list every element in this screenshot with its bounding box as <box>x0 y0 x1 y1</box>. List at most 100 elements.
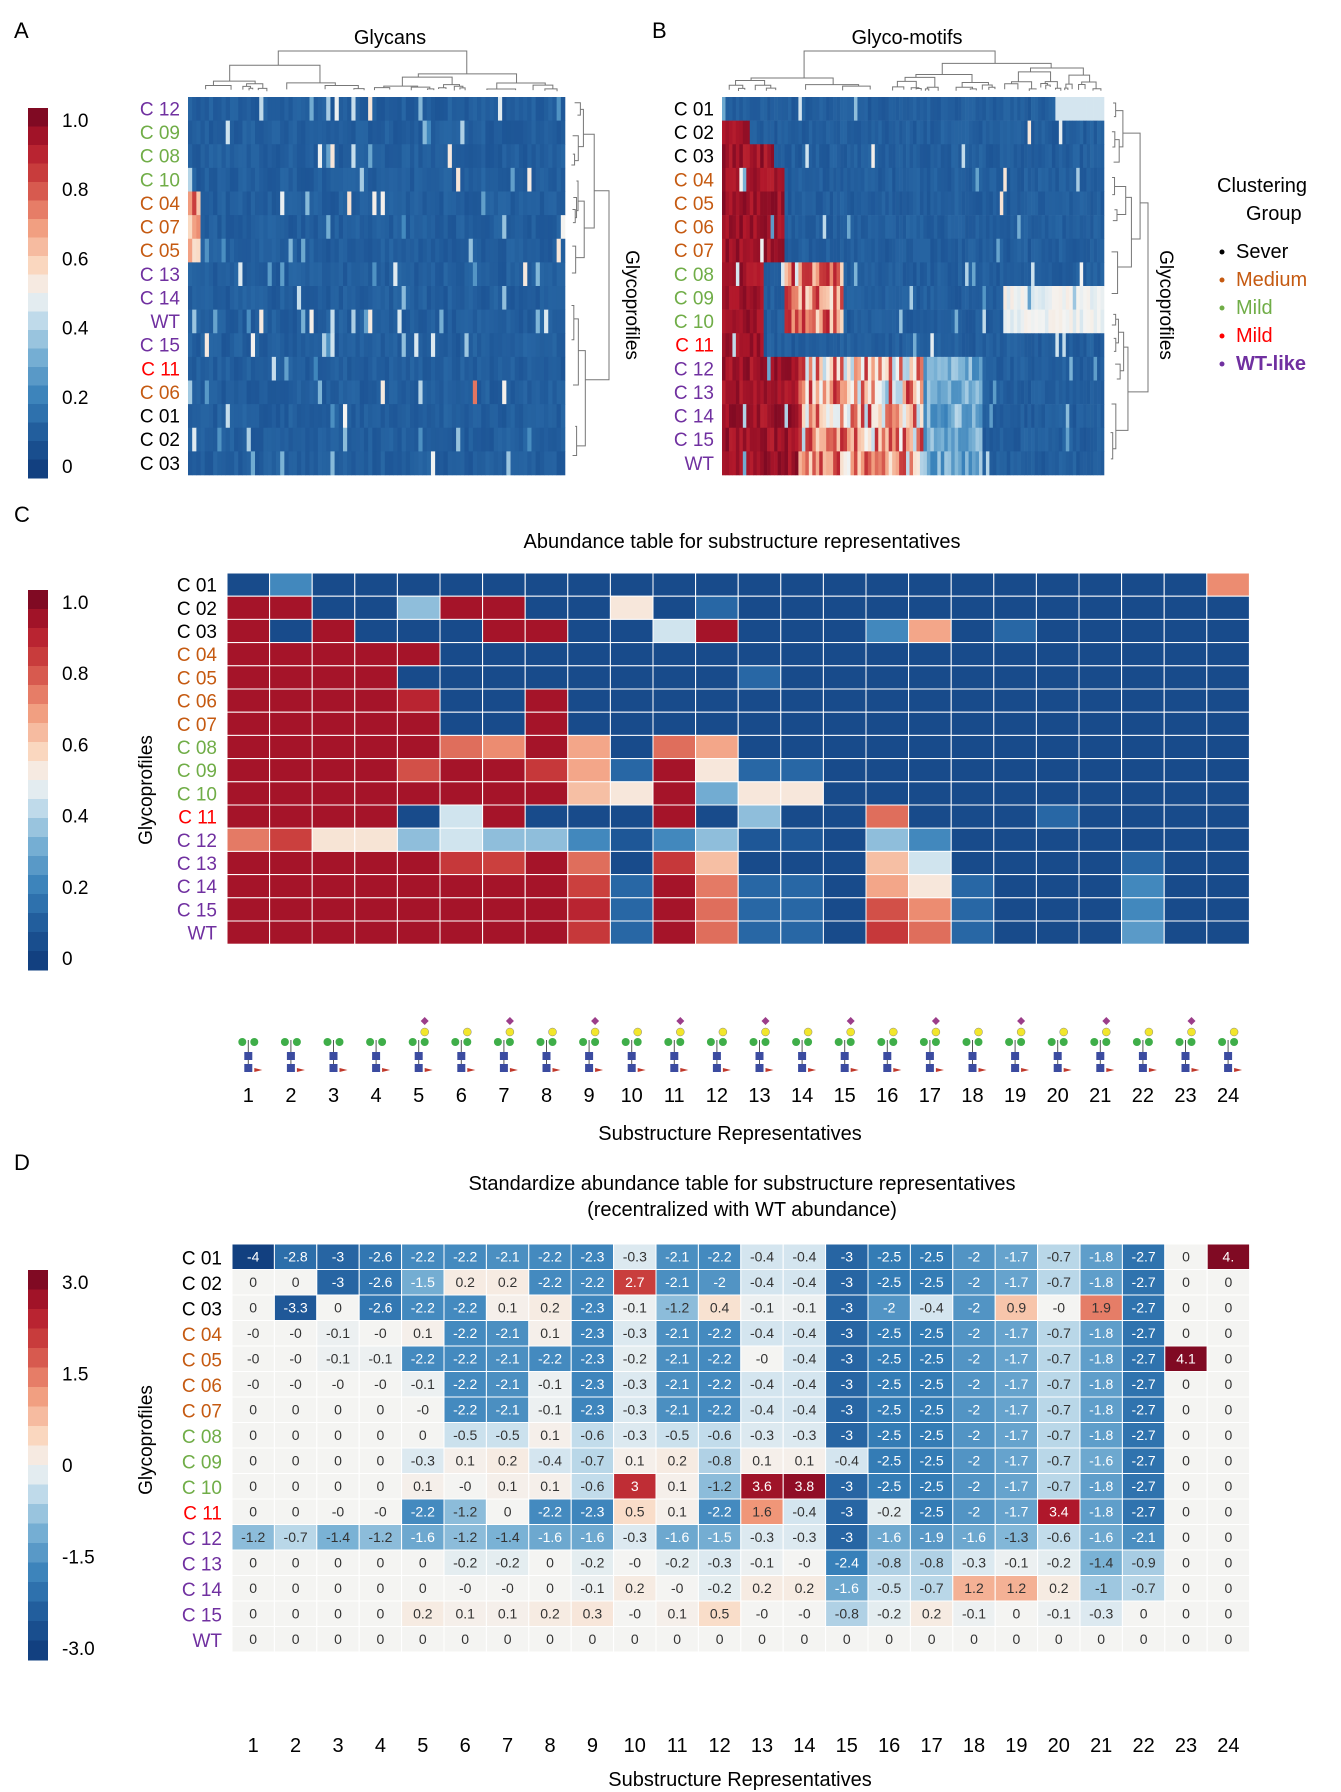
panel-c-cell <box>1206 850 1250 876</box>
panel-b-cell <box>992 97 997 121</box>
panel-b-cell <box>853 356 858 381</box>
panel-a-cell <box>255 286 260 310</box>
panel-a-cell <box>426 404 432 429</box>
panel-a-cell <box>305 238 310 263</box>
panel-a-cell <box>447 215 453 240</box>
panel-a-cell <box>472 427 478 452</box>
panel-d-cell <box>909 1626 954 1653</box>
panel-b-cell <box>1017 356 1021 381</box>
panel-a-cell <box>213 380 218 405</box>
panel-b-cell <box>753 404 758 429</box>
panel-a-cell <box>510 404 516 429</box>
panel-b-cell <box>728 380 733 405</box>
panel-b-cell <box>760 451 764 476</box>
panel-b-cell <box>878 451 883 476</box>
panel-b-cell <box>867 97 872 121</box>
panel-c-cell <box>1078 874 1123 899</box>
panel-a-cell <box>284 191 289 216</box>
panel-a-colorbar-step <box>28 459 48 479</box>
panel-b-cell <box>892 404 896 429</box>
panel-b-cell <box>722 333 726 358</box>
panel-d-cell <box>613 1320 657 1347</box>
panel-a-cell <box>422 286 428 310</box>
panel-b-cell <box>763 262 768 287</box>
panel-a-cell <box>200 309 206 334</box>
panel-d-cell <box>909 1371 954 1398</box>
panel-b-cell <box>836 404 841 429</box>
panel-c-cell <box>822 572 867 597</box>
panel-a-cell <box>208 451 214 476</box>
panel-b-cell <box>937 215 942 240</box>
glycan-fucose <box>1021 1068 1030 1072</box>
panel-b-cell <box>867 120 872 145</box>
panel-a-cell <box>342 97 348 121</box>
panel-c-cell <box>695 572 739 597</box>
panel-b-cell <box>902 404 907 429</box>
panel-a-cell <box>234 427 239 452</box>
dendrogram-branch <box>1111 313 1117 326</box>
glycan-icon <box>834 1017 859 1072</box>
panel-b-cell <box>763 120 768 145</box>
panel-d-value-label: -3 <box>841 1299 854 1315</box>
panel-d-cell <box>825 1320 869 1347</box>
panel-b-cell <box>819 427 824 452</box>
panel-a-cell <box>342 380 348 405</box>
panel-a-cell <box>263 120 268 145</box>
panel-b-cell <box>1065 380 1070 405</box>
panel-a-cell <box>544 120 549 145</box>
panel-b-cell <box>881 262 886 287</box>
panel-b-cell <box>1020 120 1025 145</box>
panel-b-cell <box>947 167 952 192</box>
panel-b-cell <box>840 120 844 145</box>
glycan-square <box>1181 1064 1190 1072</box>
panel-a-cell <box>296 427 302 452</box>
panel-b-cell <box>933 144 938 169</box>
panel-a-cell <box>464 427 469 452</box>
panel-d-value-label: -2.2 <box>708 1401 732 1417</box>
panel-b-cell <box>892 167 896 192</box>
panel-d-row-label: C 13 <box>182 1554 222 1575</box>
panel-a-cell <box>410 167 415 192</box>
panel-b-cell <box>767 286 771 310</box>
panel-d-value-label: 0 <box>1182 1325 1190 1341</box>
panel-d-cell <box>867 1447 911 1474</box>
panel-b-cell <box>1086 167 1091 192</box>
panel-b-cell <box>728 404 733 429</box>
panel-a-cell <box>238 451 243 476</box>
panel-a-cell <box>376 97 381 121</box>
panel-a-cell <box>234 380 239 405</box>
panel-b-cell <box>1065 120 1070 145</box>
panel-b-row-label: C 10 <box>674 312 714 333</box>
panel-b-cell <box>860 404 865 429</box>
panel-a-cell <box>322 238 327 263</box>
panel-a-cell <box>363 144 369 169</box>
panel-a-cell <box>347 167 352 192</box>
panel-b-cell <box>1086 120 1091 145</box>
panel-b-cell <box>878 427 883 452</box>
panel-d-cell <box>825 1626 869 1653</box>
panel-b-cell <box>1086 191 1091 216</box>
panel-d-cell <box>952 1600 996 1627</box>
panel-a-cell <box>238 333 243 358</box>
panel-c-title: Abundance table for substructure represe… <box>524 531 961 553</box>
panel-a-cell <box>514 144 520 169</box>
panel-a-cell <box>389 427 394 452</box>
panel-b-cell <box>860 427 865 452</box>
panel-c-cell <box>737 920 782 945</box>
panel-a-cell <box>544 97 549 121</box>
panel-c-cell <box>354 711 398 736</box>
panel-b-cell <box>749 380 754 405</box>
panel-b-cell <box>1003 404 1008 429</box>
panel-b-cell <box>902 286 907 310</box>
panel-b-cell <box>1041 333 1046 358</box>
panel-b-cell <box>1079 167 1084 192</box>
panel-a-cell <box>405 215 411 240</box>
panel-d-value-label: -2.7 <box>1132 1478 1156 1494</box>
panel-a-cell <box>410 356 415 381</box>
panel-b-cell <box>1006 356 1011 381</box>
panel-a-cell <box>410 262 415 287</box>
panel-b-cell <box>860 380 865 405</box>
panel-c-row-label: C 06 <box>177 692 217 713</box>
panel-a-cell <box>246 167 252 192</box>
panel-a-cell <box>514 262 520 287</box>
